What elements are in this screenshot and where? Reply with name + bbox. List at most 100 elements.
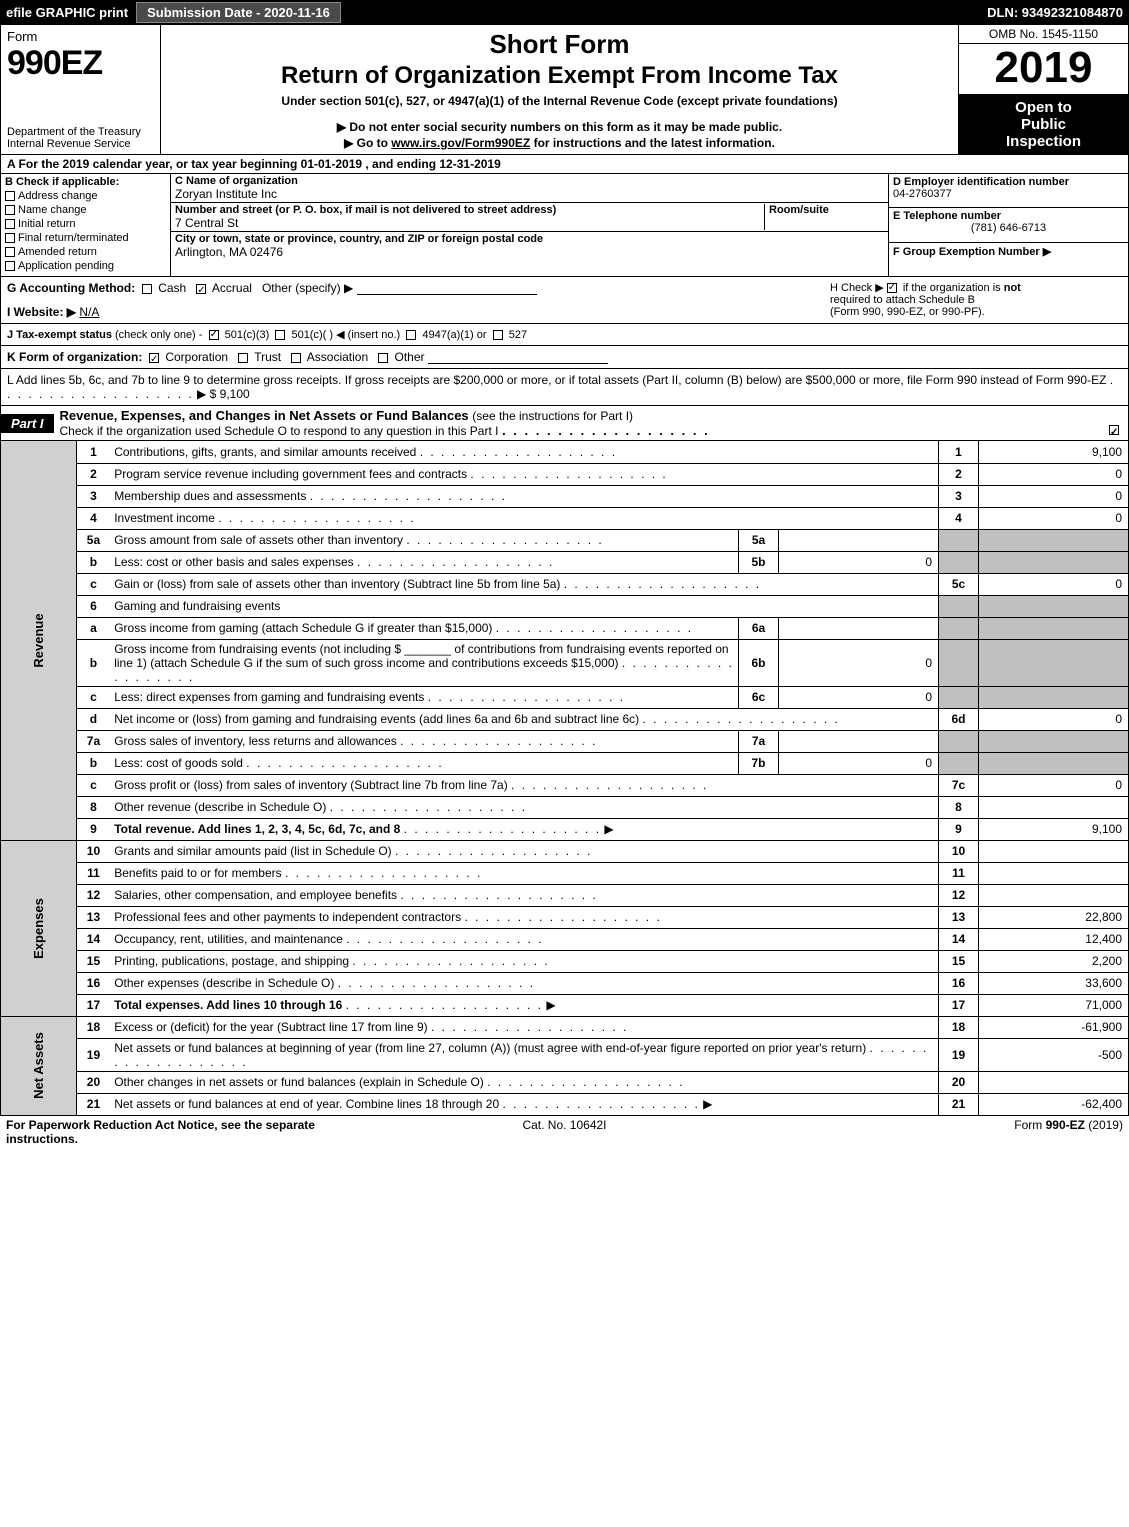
chk-accrual[interactable]: [196, 284, 206, 294]
chk-name-change[interactable]: Name change: [5, 204, 166, 216]
col-num: 1: [939, 441, 979, 463]
col-val-gray: [979, 529, 1129, 551]
other-label: Other (specify) ▶: [262, 281, 353, 295]
sub-line-box: 7b: [739, 752, 779, 774]
line-number: b: [76, 752, 110, 774]
col-val: 33,600: [979, 972, 1129, 994]
col-val-gray: [979, 551, 1129, 573]
line-description: Net income or (loss) from gaming and fun…: [110, 708, 938, 730]
line-description: Excess or (deficit) for the year (Subtra…: [110, 1016, 938, 1038]
ein-value: 04-2760377: [893, 188, 1124, 200]
chk-corp[interactable]: [149, 353, 159, 363]
chk-final-return[interactable]: Final return/terminated: [5, 232, 166, 244]
j-o3: 4947(a)(1) or: [422, 329, 486, 341]
line-description: Net assets or fund balances at end of ye…: [110, 1093, 938, 1115]
col-num: 8: [939, 796, 979, 818]
col-num: 7c: [939, 774, 979, 796]
part1-sub: (see the instructions for Part I): [472, 409, 633, 423]
chk-name-change-label: Name change: [18, 204, 87, 216]
form-header-left: Form 990EZ Department of the Treasury In…: [1, 25, 161, 154]
chk-amended-return[interactable]: Amended return: [5, 246, 166, 258]
chk-assoc[interactable]: [291, 353, 301, 363]
col-num: 3: [939, 485, 979, 507]
line-h-4: (Form 990, 990-EZ, or 990-PF).: [830, 306, 985, 318]
chk-address-change[interactable]: Address change: [5, 190, 166, 202]
chk-other-org[interactable]: [378, 353, 388, 363]
col-val-gray: [979, 752, 1129, 774]
chk-application-pending[interactable]: Application pending: [5, 260, 166, 272]
note2-pre: ▶ Go to: [344, 136, 391, 150]
table-row: 6Gaming and fundraising events: [1, 595, 1129, 617]
part1-label: Part I: [1, 414, 54, 433]
table-row: Revenue1Contributions, gifts, grants, an…: [1, 441, 1129, 463]
line-number: 2: [76, 463, 110, 485]
chk-schedule-o-part1[interactable]: [1109, 425, 1119, 435]
line-description: Gross sales of inventory, less returns a…: [110, 730, 738, 752]
box-b: B Check if applicable: Address change Na…: [1, 174, 171, 276]
line-h-not: not: [1004, 282, 1021, 294]
line-number: 13: [76, 906, 110, 928]
line-description: Gross income from fundraising events (no…: [110, 639, 738, 686]
col-num: 18: [939, 1016, 979, 1038]
line-number: 4: [76, 507, 110, 529]
table-row: aGross income from gaming (attach Schedu…: [1, 617, 1129, 639]
col-num: 21: [939, 1093, 979, 1115]
part1-header: Part I Revenue, Expenses, and Changes in…: [0, 406, 1129, 441]
chk-501c3[interactable]: [209, 330, 219, 340]
table-row: 3Membership dues and assessments 30: [1, 485, 1129, 507]
chk-schedule-b[interactable]: [887, 283, 897, 293]
chk-cash[interactable]: [142, 284, 152, 294]
col-num: 5c: [939, 573, 979, 595]
col-num: 10: [939, 840, 979, 862]
phone-value: (781) 646-6713: [893, 222, 1124, 234]
line-number: b: [76, 551, 110, 573]
col-val: -500: [979, 1038, 1129, 1071]
j-o1: 501(c)(3): [225, 329, 270, 341]
line-description: Program service revenue including govern…: [110, 463, 938, 485]
sub-line-box: 6b: [739, 639, 779, 686]
col-val-gray: [979, 617, 1129, 639]
chk-initial-return-label: Initial return: [18, 218, 75, 230]
sub-line-box: 5b: [739, 551, 779, 573]
sub-line-value: 0: [779, 551, 939, 573]
table-row: 13Professional fees and other payments t…: [1, 906, 1129, 928]
chk-4947[interactable]: [406, 330, 416, 340]
table-row: Net Assets18Excess or (deficit) for the …: [1, 1016, 1129, 1038]
line-description: Gross profit or (loss) from sales of inv…: [110, 774, 938, 796]
chk-527[interactable]: [493, 330, 503, 340]
inspect2: Public: [961, 116, 1126, 133]
form-header-center: Short Form Return of Organization Exempt…: [161, 25, 958, 154]
line-description: Investment income: [110, 507, 938, 529]
part1-check-line: Check if the organization used Schedule …: [60, 424, 499, 438]
tax-year: 2019: [959, 44, 1128, 95]
dept-treasury: Department of the Treasury: [7, 126, 154, 138]
footer-right-bold: 990-EZ: [1046, 1118, 1085, 1132]
sub-line-box: 6c: [739, 686, 779, 708]
line-description: Net assets or fund balances at beginning…: [110, 1038, 938, 1071]
chk-address-change-label: Address change: [18, 190, 98, 202]
col-num: 12: [939, 884, 979, 906]
other-specify-field[interactable]: [357, 281, 537, 295]
k-o2: Trust: [254, 350, 281, 364]
note2-post: for instructions and the latest informat…: [530, 136, 775, 150]
sub-line-value: 0: [779, 639, 939, 686]
inspect3: Inspection: [961, 133, 1126, 150]
col-val: 0: [979, 573, 1129, 595]
table-row: bGross income from fundraising events (n…: [1, 639, 1129, 686]
note-link-line: ▶ Go to www.irs.gov/Form990EZ for instru…: [344, 136, 775, 150]
chk-501c[interactable]: [275, 330, 285, 340]
footer-right-post: (2019): [1085, 1118, 1123, 1132]
line-description: Occupancy, rent, utilities, and maintena…: [110, 928, 938, 950]
chk-initial-return[interactable]: Initial return: [5, 218, 166, 230]
chk-trust[interactable]: [238, 353, 248, 363]
submission-date-box: Submission Date - 2020-11-16: [136, 2, 341, 23]
other-org-field[interactable]: [428, 350, 608, 364]
title-subtitle: Under section 501(c), 527, or 4947(a)(1)…: [281, 94, 837, 108]
line-number: c: [76, 686, 110, 708]
table-row: 12Salaries, other compensation, and empl…: [1, 884, 1129, 906]
irs-link[interactable]: www.irs.gov/Form990EZ: [391, 136, 530, 150]
col-num-gray: [939, 752, 979, 774]
table-row: 16Other expenses (describe in Schedule O…: [1, 972, 1129, 994]
col-val: -61,900: [979, 1016, 1129, 1038]
col-num: 9: [939, 818, 979, 840]
